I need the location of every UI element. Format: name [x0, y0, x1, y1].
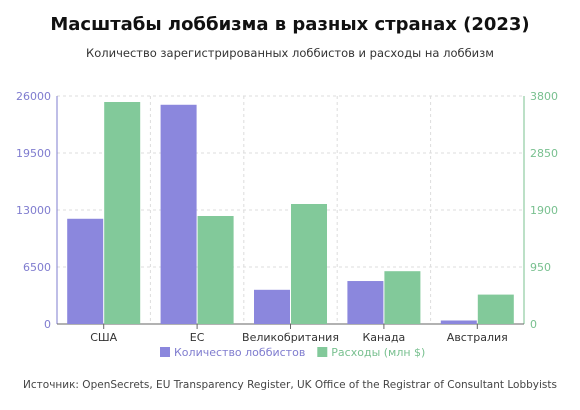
legend-label-0: Количество лоббистов: [174, 346, 305, 359]
chart-subtitle: Количество зарегистрированных лоббистов …: [86, 46, 494, 60]
right-tick-label-2: 1900: [530, 204, 558, 217]
bar-spending-3: [384, 271, 421, 324]
bar-lobbyists-4: [440, 320, 477, 324]
right-tick-label-1: 950: [530, 261, 551, 274]
bar-spending-1: [197, 216, 234, 324]
x-tick-label-4: Австралия: [447, 331, 508, 344]
left-tick-label-3: 19500: [16, 147, 51, 160]
x-tick-label-3: Канада: [362, 331, 405, 344]
chart-source: Источник: OpenSecrets, EU Transparency R…: [23, 379, 557, 391]
right-tick-label-4: 3800: [530, 90, 558, 103]
x-tick-label-0: США: [90, 331, 117, 344]
bar-lobbyists-3: [347, 281, 384, 324]
bar-lobbyists-2: [254, 289, 290, 324]
bar-spending-4: [477, 294, 514, 324]
bar-spending-0: [104, 102, 141, 324]
left-tick-label-0: 0: [44, 318, 51, 331]
left-tick-label-2: 13000: [16, 204, 51, 217]
x-tick-label-2: Великобритания: [242, 331, 339, 344]
chart-title: Масштабы лоббизма в разных странах (2023…: [50, 14, 530, 35]
bar-lobbyists-0: [67, 218, 104, 324]
legend-swatch-1: [317, 347, 328, 357]
left-tick-label-4: 26000: [16, 90, 51, 103]
right-tick-label-3: 2850: [530, 147, 558, 160]
left-tick-label-1: 6500: [23, 261, 51, 274]
right-tick-label-0: 0: [530, 318, 537, 331]
legend-swatch-0: [160, 347, 170, 357]
legend-label-1: Расходы (млн $): [331, 346, 425, 359]
bar-spending-2: [291, 204, 327, 324]
bar-lobbyists-1: [160, 104, 197, 325]
x-tick-label-1: ЕС: [190, 331, 205, 344]
